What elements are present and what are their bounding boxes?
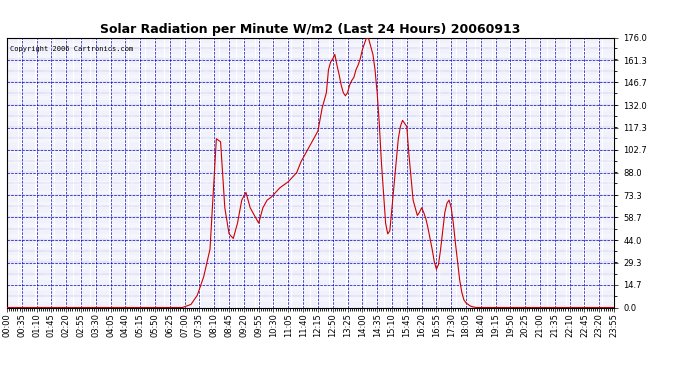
Text: Copyright 2006 Cartronics.com: Copyright 2006 Cartronics.com (10, 46, 133, 52)
Title: Solar Radiation per Minute W/m2 (Last 24 Hours) 20060913: Solar Radiation per Minute W/m2 (Last 24… (100, 23, 521, 36)
